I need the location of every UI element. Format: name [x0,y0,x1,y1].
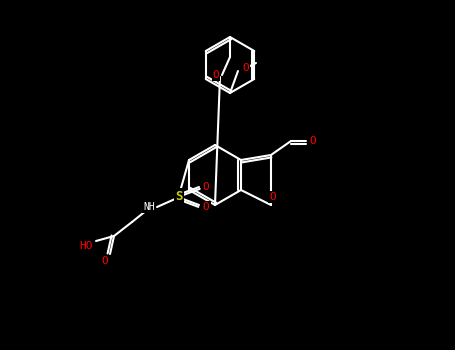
Text: O: O [202,182,209,192]
Text: O: O [202,202,209,212]
Text: O: O [270,192,276,202]
Text: NH: NH [143,202,155,212]
Text: O: O [101,256,108,266]
Text: O: O [212,70,219,80]
Text: HO: HO [79,241,93,251]
Text: O: O [243,63,249,73]
Text: O: O [309,136,316,146]
Text: S: S [175,189,183,203]
